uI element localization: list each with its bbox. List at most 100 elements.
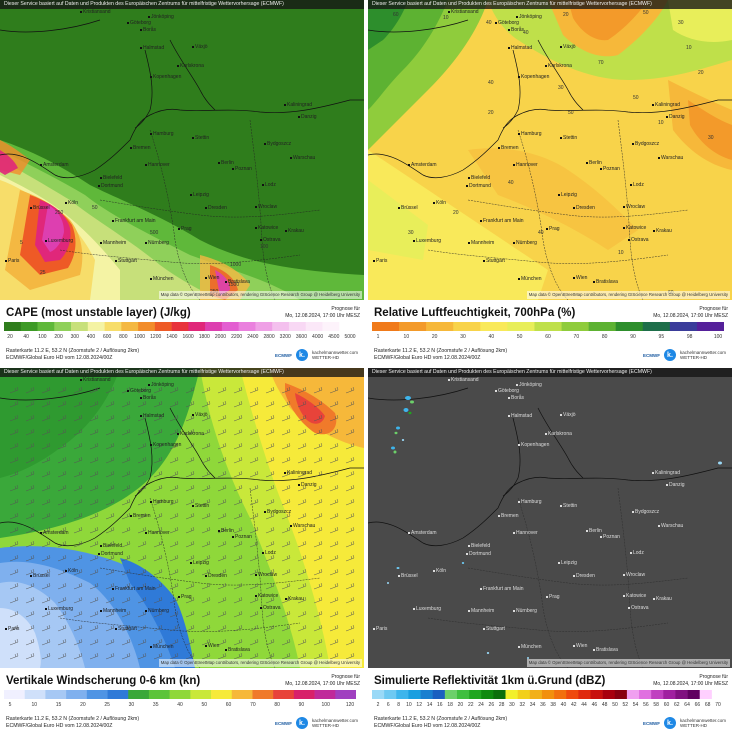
grid-info: Rasterkarte 11.2 E, 53.2 N (Zoomstufe 2 … xyxy=(374,348,508,354)
wind-barb-icon xyxy=(329,512,339,520)
wind-barb-icon xyxy=(25,428,35,436)
wind-barb-icon xyxy=(121,610,131,618)
wind-barb-icon xyxy=(313,484,323,492)
wind-barb-icon xyxy=(217,414,227,422)
scale-tick-label: 30 xyxy=(460,334,466,340)
wind-barb-icon xyxy=(121,442,131,450)
city-label: Lodz xyxy=(262,182,276,188)
city-label: Wroclaw xyxy=(255,572,277,578)
map-cape[interactable]: Dieser Service basiert auf Daten und Pro… xyxy=(0,0,364,300)
logos[interactable]: ECMWF k. kachelmannwetter.com WETTER-HD xyxy=(643,348,726,362)
scale-swatch xyxy=(420,690,433,699)
scale-swatch xyxy=(71,322,89,331)
wind-barb-icon xyxy=(201,652,211,660)
wind-barb-icon xyxy=(313,456,323,464)
wind-barb-icon xyxy=(73,470,83,478)
city-label: Wroclaw xyxy=(623,572,645,578)
wind-barb-icon xyxy=(313,428,323,436)
wind-barb-icon xyxy=(105,386,115,394)
scale-tick-label: 40 xyxy=(23,334,29,340)
wind-barb-icon xyxy=(137,442,147,450)
wind-barb-icon xyxy=(9,596,19,604)
scale-tick-label: 200 xyxy=(54,334,63,340)
scale-swatch xyxy=(590,690,603,699)
logos[interactable]: ECMWF k. kachelmannwetter.com WETTER-HD xyxy=(643,716,726,730)
wind-barb-icon xyxy=(25,554,35,562)
kachelmann-brand: kachelmannwetter.com WETTER-HD xyxy=(679,350,726,360)
wind-barb-icon xyxy=(25,610,35,618)
wind-barb-icon xyxy=(73,386,83,394)
logos[interactable]: ECMWF k. kachelmannwetter.com WETTER-HD xyxy=(275,716,358,730)
scale-tick-label: 10 xyxy=(406,702,412,708)
wind-barb-icon xyxy=(121,470,131,478)
radar-echoes xyxy=(387,396,722,659)
map-humidity[interactable]: Dieser Service basiert auf Daten und Pro… xyxy=(368,0,732,300)
scale-swatch xyxy=(154,322,172,331)
wind-barb-icon xyxy=(25,652,35,660)
scale-swatch xyxy=(493,690,506,699)
scale-tick-label: 800 xyxy=(119,334,128,340)
wind-barb-icon xyxy=(41,386,51,394)
wind-barb-icon xyxy=(169,582,179,590)
scale-tick-label: 62 xyxy=(674,702,680,708)
city-label: München xyxy=(518,644,542,650)
city-label: Stuttgart xyxy=(483,626,505,632)
city-label: Karlskrona xyxy=(545,431,572,437)
map-reflectivity[interactable]: Dieser Service basiert auf Daten und Pro… xyxy=(368,368,732,668)
wind-barb-icon xyxy=(57,400,67,408)
wind-barb-icon xyxy=(217,456,227,464)
scale-swatch xyxy=(480,322,508,331)
wind-barb-icon xyxy=(41,442,51,450)
scale-tick-label: 12 xyxy=(416,702,422,708)
city-label: Bratislava xyxy=(225,279,250,285)
wind-barb-icon xyxy=(233,484,243,492)
city-label: Nürnberg xyxy=(513,240,537,246)
wind-barb-icon xyxy=(9,484,19,492)
wind-barb-icon xyxy=(265,526,275,534)
city-label: Bielefeld xyxy=(100,543,122,549)
city-label: Hamburg xyxy=(518,131,542,137)
map-credits: Map data © OpenStreetMap contributors, r… xyxy=(526,291,730,299)
wind-barb-icon xyxy=(297,638,307,646)
scale-swatch xyxy=(696,322,724,331)
city-label: Borås xyxy=(508,395,524,401)
wind-barb-icon xyxy=(105,456,115,464)
wind-barb-icon xyxy=(89,484,99,492)
scale-tick-label: 40 xyxy=(560,702,567,708)
wind-barb-icon xyxy=(185,470,195,478)
wind-barb-icon xyxy=(25,512,35,520)
city-label: Katowice xyxy=(623,225,646,231)
ecmwf-logo: ECMWF xyxy=(642,720,660,726)
scale-tick-label: 80 xyxy=(274,702,280,708)
wind-barb-icon xyxy=(137,554,147,562)
wind-barb-icon xyxy=(345,484,355,492)
city-label: Stuttgart xyxy=(483,258,505,264)
city-label: Warschau xyxy=(658,523,683,529)
contour-label: 10 xyxy=(443,15,449,21)
wind-barb-icon xyxy=(201,610,211,618)
wind-barb-icon xyxy=(201,512,211,520)
scale-swatch xyxy=(602,690,616,699)
model-run: ECMWF/Global Euro HD vom 12.08.2024/00Z xyxy=(6,355,113,361)
wind-barb-icon xyxy=(41,540,51,548)
city-label: Berlin xyxy=(586,528,602,534)
city-label: Wien xyxy=(205,643,219,649)
wind-barb-icon xyxy=(153,554,163,562)
wind-barb-icon xyxy=(249,512,259,520)
scale-tick-label: 70 xyxy=(715,702,721,708)
wind-barb-icon xyxy=(25,624,35,632)
logos[interactable]: ECMWF k. kachelmannwetter.com WETTER-HD xyxy=(275,348,358,362)
wind-barb-icon xyxy=(249,484,259,492)
city-label: Jönköping xyxy=(516,14,542,20)
kachelmann-brand: kachelmannwetter.com WETTER-HD xyxy=(679,718,726,728)
scale-tick-label: 20 xyxy=(431,334,438,340)
wind-barb-icon xyxy=(201,442,211,450)
wind-barb-icon xyxy=(57,428,67,436)
city-label: Ostrava xyxy=(628,605,649,611)
map-windshear[interactable]: Dieser Service basiert auf Daten und Pro… xyxy=(0,368,364,668)
city-label: Ostrava xyxy=(260,237,281,243)
wind-barb-icon xyxy=(73,554,83,562)
scale-swatch xyxy=(711,690,724,699)
city-label: Kopenhagen xyxy=(518,74,549,80)
scale-swatch xyxy=(339,322,356,331)
